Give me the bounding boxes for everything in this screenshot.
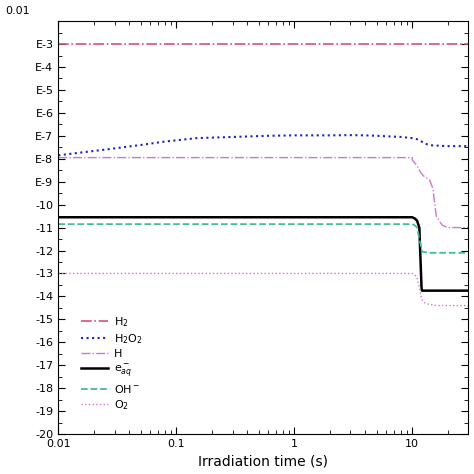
H xyxy=(465,225,471,230)
e$^-_{aq}$ xyxy=(412,216,418,221)
e$^-_{aq}$ xyxy=(347,214,353,220)
H$_2$O$_2$ xyxy=(414,137,420,142)
O$_2$ xyxy=(445,303,450,309)
O$_2$ xyxy=(412,272,418,277)
H$_2$O$_2$ xyxy=(430,143,436,148)
H xyxy=(427,176,432,182)
H xyxy=(374,155,380,160)
Line: O$_2$: O$_2$ xyxy=(58,273,468,306)
O$_2$ xyxy=(433,303,439,309)
H xyxy=(410,155,415,160)
e$^-_{aq}$ xyxy=(417,225,422,230)
H$_2$O$_2$ xyxy=(374,133,380,139)
e$^-_{aq}$ xyxy=(419,288,425,293)
H xyxy=(421,173,427,179)
OH$^-$ xyxy=(417,236,422,242)
O$_2$ xyxy=(55,271,61,276)
Line: H$_2$O$_2$: H$_2$O$_2$ xyxy=(58,135,468,155)
e$^-_{aq}$ xyxy=(327,214,333,220)
O$_2$ xyxy=(327,271,333,276)
O$_2$ xyxy=(347,271,353,276)
e$^-_{aq}$ xyxy=(374,214,380,220)
OH$^-$ xyxy=(55,221,61,227)
e$^-_{aq}$ xyxy=(465,288,471,293)
H xyxy=(423,175,428,181)
H$_2$O$_2$ xyxy=(410,135,415,141)
H xyxy=(292,155,297,160)
H$_2$O$_2$ xyxy=(363,133,368,138)
OH$^-$ xyxy=(419,249,425,255)
Line: H: H xyxy=(58,157,468,228)
H$_2$O$_2$ xyxy=(138,142,144,148)
O$_2$ xyxy=(421,299,427,305)
H$_2$O$_2$ xyxy=(398,134,403,140)
e$^-_{aq}$ xyxy=(445,288,450,293)
OH$^-$ xyxy=(410,221,415,227)
OH$^-$ xyxy=(347,221,353,227)
H$_2$O$_2$ xyxy=(427,142,432,148)
e$^-_{aq}$ xyxy=(410,214,415,220)
OH$^-$ xyxy=(419,246,424,251)
Line: OH$^-$: OH$^-$ xyxy=(58,224,468,253)
OH$^-$ xyxy=(414,225,420,230)
H$_2$O$_2$ xyxy=(465,143,471,149)
OH$^-$ xyxy=(465,250,471,255)
e$^-_{aq}$ xyxy=(414,218,420,224)
H$_2$O$_2$ xyxy=(445,143,450,149)
Legend: H$_2$, H$_2$O$_2$, H, e$^-_{aq}$, OH$^-$, O$_2$: H$_2$, H$_2$O$_2$, H, e$^-_{aq}$, OH$^-$… xyxy=(76,310,147,416)
O$_2$ xyxy=(427,301,432,307)
O$_2$ xyxy=(414,275,420,281)
H xyxy=(430,186,436,191)
OH$^-$ xyxy=(445,250,450,255)
H xyxy=(419,171,424,176)
H xyxy=(347,155,353,160)
H xyxy=(445,225,450,230)
H xyxy=(417,167,422,173)
H xyxy=(433,213,439,219)
O$_2$ xyxy=(374,271,380,276)
e$^-_{aq}$ xyxy=(419,284,424,290)
H$_2$O$_2$ xyxy=(194,135,200,141)
OH$^-$ xyxy=(327,221,333,227)
H$_2$O$_2$ xyxy=(265,133,271,139)
O$_2$ xyxy=(465,303,471,309)
OH$^-$ xyxy=(412,222,418,228)
H$_2$O$_2$ xyxy=(327,133,333,138)
H$_2$O$_2$ xyxy=(230,134,236,140)
OH$^-$ xyxy=(374,221,380,227)
OH$^-$ xyxy=(456,250,462,255)
O$_2$ xyxy=(419,296,424,301)
H xyxy=(410,157,415,163)
H$_2$O$_2$ xyxy=(419,139,424,145)
H xyxy=(327,155,333,160)
O$_2$ xyxy=(439,303,445,309)
H xyxy=(414,163,420,168)
H$_2$O$_2$ xyxy=(423,141,428,146)
Line: e$^-_{aq}$: e$^-_{aq}$ xyxy=(58,217,468,291)
O$_2$ xyxy=(423,301,428,306)
H xyxy=(55,155,61,160)
H xyxy=(439,222,445,228)
H$_2$O$_2$ xyxy=(456,143,462,149)
H$_2$O$_2$ xyxy=(55,153,61,158)
e$^-_{aq}$ xyxy=(55,214,61,220)
X-axis label: Irradiation time (s): Irradiation time (s) xyxy=(199,455,328,468)
O$_2$ xyxy=(410,271,415,276)
H xyxy=(456,225,462,230)
H$_2$O$_2$ xyxy=(102,147,108,153)
H$_2$O$_2$ xyxy=(347,132,353,138)
O$_2$ xyxy=(417,284,422,290)
H$_2$O$_2$ xyxy=(162,139,168,145)
Text: 0.01: 0.01 xyxy=(6,6,30,16)
H$_2$O$_2$ xyxy=(292,133,297,138)
O$_2$ xyxy=(456,303,462,309)
OH$^-$ xyxy=(427,250,432,255)
